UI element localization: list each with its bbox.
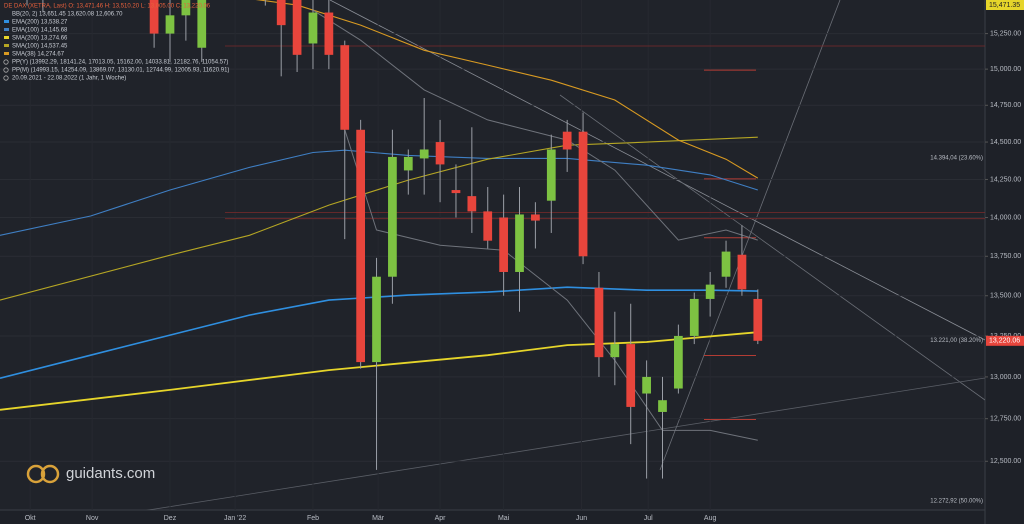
legend-entry: EMA(100) 14,145.68 [12, 28, 68, 34]
candle-body [276, 0, 286, 26]
fib-label: 13.221,00 (38.20%) [930, 338, 983, 344]
candle-body [419, 149, 429, 159]
candle-body [753, 298, 763, 341]
candle-body [197, 0, 207, 48]
y-tick-label: 13,750.00 [990, 253, 1021, 260]
brand-name: guidants.com [66, 465, 155, 482]
candle-body [165, 15, 175, 34]
candle-body [578, 131, 588, 257]
x-tick-label: Jan '22 [224, 515, 246, 522]
x-tick-label: Feb [307, 515, 319, 522]
fib-label: 14.394,04 (23.60%) [930, 155, 983, 161]
legend-swatch [4, 28, 9, 31]
candle-body [403, 156, 413, 171]
legend-entry: EMA(200) 13,538.27 [12, 20, 68, 26]
candle-body [546, 149, 556, 201]
candle-body [483, 211, 493, 241]
legend-swatch [4, 52, 9, 55]
candle-body [340, 45, 350, 130]
trend-line [659, 0, 841, 471]
y-tick-label: 15,250.00 [990, 30, 1021, 37]
candle-body [388, 156, 397, 277]
legend-entry: SMA(100) 14,537.45 [12, 44, 68, 50]
legend-entry: PP(Y) (13992.29, 18141.24, 17013.05, 151… [12, 60, 228, 66]
indicator-line [0, 286, 758, 379]
x-tick-label: Jun [576, 515, 587, 522]
candle-body [372, 276, 381, 363]
legend-swatch [4, 20, 9, 23]
brand: guidants.com [26, 464, 155, 484]
y-tick-label: 13,500.00 [990, 293, 1021, 300]
indicator-line [0, 331, 758, 411]
candle-body [451, 190, 461, 194]
fib-label: 12.272,92 (50.00%) [930, 498, 983, 504]
x-tick-label: Jul [644, 515, 653, 522]
candle-body [356, 129, 366, 363]
y-tick-label: 12,750.00 [990, 416, 1021, 423]
candle-body [292, 0, 302, 55]
candle-body [658, 400, 667, 412]
price-box [986, 335, 1024, 346]
candle-body [721, 251, 731, 277]
legend-swatch [4, 44, 9, 47]
legend-icon [3, 75, 9, 81]
x-tick-label: Aug [704, 515, 717, 522]
candle-body [308, 12, 318, 44]
candle-body [594, 287, 604, 358]
price-label: 13,220.06 [989, 338, 1020, 345]
candle-body [181, 0, 191, 16]
trend-lines [146, 0, 985, 510]
legend: DE DAX (XETRA, Last) O: 13,471.46 H: 13,… [3, 4, 229, 82]
indicator-line [0, 149, 758, 236]
plot-layer [0, 0, 985, 479]
x-tick-label: Mai [498, 515, 510, 522]
x-tick-label: Nov [86, 515, 99, 522]
legend-entry: BB(20, 2) 13,651.45 13,620.08 12,606.70 [12, 12, 123, 18]
x-tick-label: Dez [164, 515, 177, 522]
candle-body [626, 344, 636, 407]
candle-body [435, 142, 445, 165]
trend-line [329, 0, 985, 341]
candle-body [737, 254, 747, 290]
x-tick-label: Okt [25, 515, 36, 522]
y-tick-label: 15,000.00 [990, 66, 1021, 73]
logo [26, 464, 46, 484]
price-label: 15,471.35 [989, 2, 1020, 9]
y-tick-label: 14,000.00 [990, 214, 1021, 221]
trend-line [146, 377, 985, 510]
legend-icon [3, 59, 9, 65]
y-tick-label: 14,750.00 [990, 102, 1021, 109]
price-box [986, 0, 1024, 10]
plot-area [0, 0, 985, 510]
candle-body [467, 196, 477, 212]
legend-entry: SMA(200) 13,274.66 [12, 36, 68, 42]
candle-body [562, 131, 572, 150]
y-tick-label: 13,000.00 [990, 374, 1021, 381]
candle-body [689, 298, 699, 336]
candle-body [149, 0, 159, 34]
x-tick-label: Mär [372, 515, 385, 522]
legend-subtitle: 20.09.2021 - 22.08.2022 (1 Jahr, 1 Woche… [12, 76, 126, 82]
candle-body [642, 376, 651, 394]
legend-swatch [4, 36, 9, 39]
legend-entry: SMA(38) 14,274.67 [12, 52, 65, 58]
legend-icon [3, 67, 9, 73]
candle-body [515, 214, 524, 272]
y-tick-label: 12,500.00 [990, 458, 1021, 465]
indicator-line [344, 129, 758, 441]
y-tick-label: 14,250.00 [990, 176, 1021, 183]
legend-entry: PP(M) (14993.15, 14254.09, 13869.07, 131… [12, 68, 229, 74]
candle-body [705, 284, 715, 299]
candle-body [531, 214, 540, 221]
trend-line [559, 94, 985, 401]
logo [40, 464, 60, 484]
candle-body [324, 12, 334, 55]
candle-body [674, 335, 683, 389]
candle-body [499, 217, 508, 272]
candle-body [610, 344, 620, 358]
x-tick-label: Apr [435, 515, 447, 522]
legend-title: DE DAX (XETRA, Last) O: 13,471.46 H: 13,… [4, 4, 211, 10]
y-tick-label: 14,500.00 [990, 139, 1021, 146]
